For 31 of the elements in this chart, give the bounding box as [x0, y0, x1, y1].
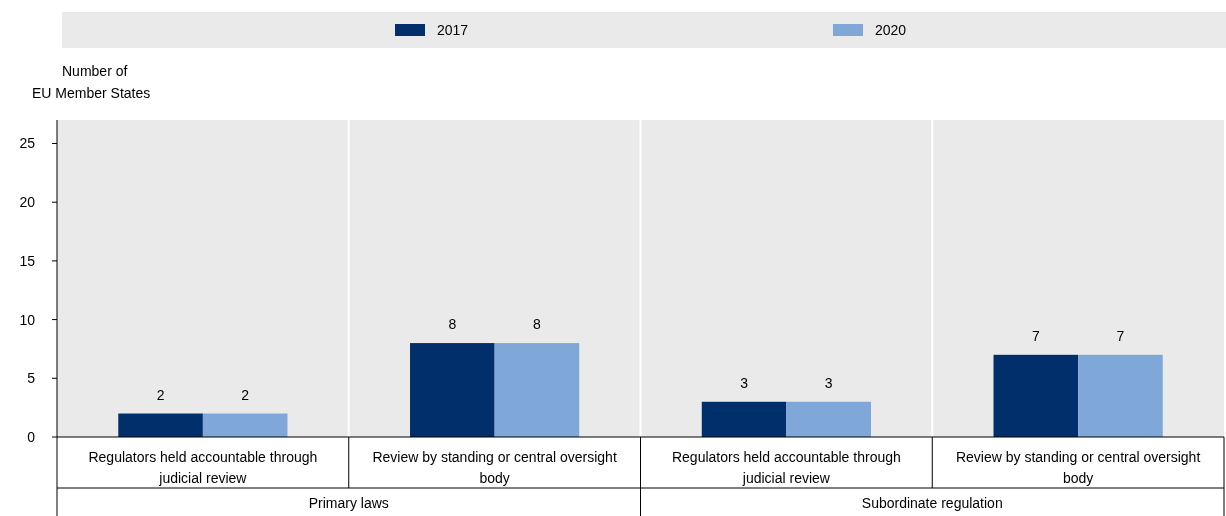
- bar: [410, 343, 495, 437]
- data-label: 3: [824, 374, 833, 391]
- y-tick-label: 15: [19, 252, 36, 269]
- bar: [202, 413, 288, 437]
- y-tick-label: 0: [27, 429, 36, 445]
- data-label: 7: [1116, 327, 1125, 344]
- bar: [118, 413, 203, 437]
- y-tick-label: 20: [19, 194, 36, 211]
- bar: [993, 354, 1079, 437]
- bar: [494, 343, 580, 437]
- y-tick-label: 25: [19, 135, 36, 152]
- x-tick-label: Regulators held accountable through judicial review: [88, 449, 318, 486]
- x-tick-label: Review by standing or central oversight body: [955, 449, 1201, 486]
- x-tick-label: Review by standing or central oversight body: [372, 449, 617, 486]
- data-label: 2: [241, 386, 250, 403]
- bar: [701, 401, 787, 437]
- legend-label: 2020: [875, 22, 907, 38]
- text: Primary laws: [308, 495, 389, 511]
- text: Subordinate regulation: [861, 495, 1003, 511]
- y-tick-label: 10: [19, 311, 36, 328]
- legend-label: 2017: [437, 22, 469, 38]
- data-label: 3: [740, 374, 749, 391]
- data-label: 2: [156, 386, 165, 403]
- y-axis-title: Number of EU Member States: [32, 63, 151, 101]
- bar: [786, 401, 871, 437]
- y-tick-label: 5: [27, 370, 36, 387]
- data-label: 8: [448, 316, 457, 333]
- data-label: 8: [533, 316, 542, 333]
- x-tick-label: Regulators held accountable through judicial review: [671, 449, 901, 486]
- bar: [1078, 354, 1163, 437]
- data-label: 7: [1031, 327, 1040, 344]
